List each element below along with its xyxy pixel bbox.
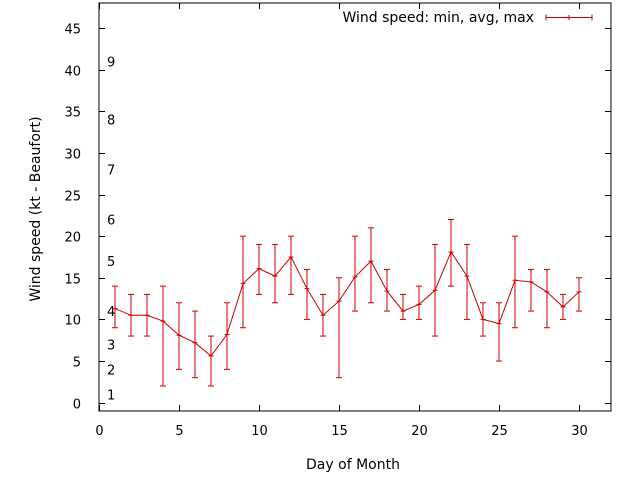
average-point — [336, 298, 342, 304]
y-tick-label: 30 — [64, 148, 81, 163]
average-point — [448, 249, 454, 255]
x-tick-label: 0 — [95, 424, 103, 439]
x-tick-label: 30 — [571, 424, 588, 439]
beaufort-label: 5 — [107, 255, 115, 270]
legend-sample-marker — [566, 15, 572, 20]
average-point — [176, 332, 182, 338]
average-point — [576, 289, 582, 295]
x-tick-label: 5 — [175, 424, 183, 439]
y-tick-label: 45 — [64, 23, 81, 38]
beaufort-label: 6 — [107, 213, 115, 228]
y-tick-label: 5 — [73, 356, 81, 371]
beaufort-label: 2 — [107, 363, 115, 378]
x-tick-label: 15 — [331, 424, 348, 439]
average-point — [528, 279, 534, 285]
average-point — [512, 277, 518, 283]
average-point — [544, 289, 550, 295]
average-point — [144, 312, 150, 318]
legend: Wind speed: min, avg, max — [342, 10, 593, 26]
average-point — [256, 266, 262, 272]
y-tick-label: 35 — [64, 106, 81, 121]
average-point — [160, 318, 166, 324]
plot-frame — [98, 2, 612, 412]
x-tick-label: 10 — [251, 424, 268, 439]
beaufort-label: 8 — [107, 114, 115, 129]
average-point — [368, 258, 374, 264]
average-point — [400, 308, 406, 314]
average-point — [192, 340, 198, 346]
average-point — [224, 331, 230, 337]
y-tick-label: 40 — [64, 65, 81, 80]
beaufort-scale-labels: 1 2 3 4 5 6 7 8 9 — [107, 55, 115, 403]
beaufort-label: 9 — [107, 55, 115, 70]
average-point — [432, 287, 438, 293]
y-tick-label: 20 — [64, 231, 81, 246]
beaufort-label: 1 — [107, 388, 115, 403]
average-point — [496, 321, 502, 327]
average-point — [464, 273, 470, 279]
average-line — [114, 250, 580, 357]
series-wind-speed — [112, 218, 582, 387]
average-point — [352, 274, 358, 280]
y-tick-label: 15 — [64, 273, 81, 288]
x-tick-label: 25 — [491, 424, 508, 439]
average-point — [416, 301, 422, 307]
y-axis-title: Wind speed (kt - Beaufort) — [28, 116, 44, 301]
average-point — [288, 254, 294, 260]
y-tick-label: 25 — [64, 190, 81, 205]
legend-label: Wind speed: min, avg, max — [342, 10, 534, 26]
average-point — [272, 273, 278, 279]
average-point — [480, 316, 486, 322]
average-point — [208, 353, 214, 359]
average-point — [384, 288, 390, 294]
x-tick-label: 20 — [411, 424, 428, 439]
average-point — [128, 312, 134, 318]
average-point — [560, 304, 566, 310]
beaufort-label: 7 — [107, 164, 115, 179]
average-point — [320, 312, 326, 318]
beaufort-label: 3 — [107, 338, 115, 353]
beaufort-label: 4 — [107, 305, 115, 320]
average-point — [240, 281, 246, 287]
average-point — [112, 306, 118, 312]
average-point — [304, 286, 310, 292]
y-tick-label: 0 — [73, 398, 81, 413]
x-axis-title: Day of Month — [306, 457, 400, 473]
y-tick-label: 10 — [64, 314, 81, 329]
